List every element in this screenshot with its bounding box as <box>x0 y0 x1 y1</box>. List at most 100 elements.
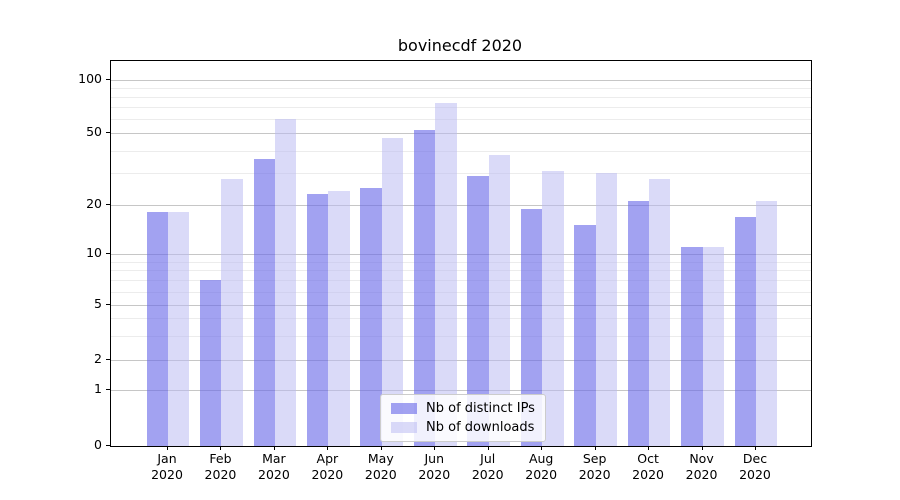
y-gridline-minor <box>111 261 811 263</box>
y-tick-mark <box>106 445 110 446</box>
x-tick-year: 2020 <box>632 467 664 482</box>
x-tick-mark <box>701 446 703 450</box>
x-tick-mark <box>541 446 543 450</box>
x-tick-year: 2020 <box>311 467 344 482</box>
bar-downloads-sep <box>595 173 618 446</box>
bar-distinct-ips-oct <box>627 201 650 446</box>
bar-downloads-apr <box>328 190 350 446</box>
bar-downloads-feb <box>221 178 243 446</box>
x-tick-mark <box>487 446 489 450</box>
x-tick-label-dec: Dec 2020 <box>724 451 786 483</box>
x-tick-label-jul: Jul 2020 <box>457 451 519 483</box>
y-tick-mark <box>106 204 110 205</box>
x-tick-month: Jul <box>480 451 496 466</box>
y-gridline-major <box>111 205 811 206</box>
y-tick-label: 0 <box>94 437 102 452</box>
bar-distinct-ips-aug <box>520 208 543 446</box>
x-tick-mark <box>220 446 222 450</box>
y-tick-mark <box>106 79 110 80</box>
chart-title: bovinecdf 2020 <box>397 36 523 55</box>
bar-distinct-ips-jul <box>467 175 489 446</box>
y-gridline-major <box>111 254 811 255</box>
y-gridline-minor <box>111 107 811 109</box>
y-tick-mark <box>106 304 110 305</box>
x-tick-label-aug: Aug 2020 <box>510 451 572 483</box>
bar-downloads-aug <box>542 170 564 446</box>
x-tick-label-mar: Mar 2020 <box>243 451 305 483</box>
y-gridline-major <box>111 390 811 391</box>
x-tick-label-jan: Jan 2020 <box>136 451 198 483</box>
x-tick-label-may: May 2020 <box>350 451 412 483</box>
y-gridline-minor <box>111 119 811 121</box>
x-tick-month: May <box>367 451 394 466</box>
legend-swatch-downloads <box>391 422 417 433</box>
y-gridline-minor <box>111 150 811 152</box>
x-tick-mark <box>648 446 650 450</box>
x-tick-mark <box>380 446 382 450</box>
bar-distinct-ips-may <box>360 187 382 446</box>
y-tick-mark <box>106 132 110 133</box>
legend-swatch-distinct-ips <box>391 403 417 414</box>
x-tick-year: 2020 <box>364 467 397 482</box>
y-tick-mark <box>106 253 110 254</box>
y-gridline-major <box>111 80 811 81</box>
bar-downloads-nov <box>702 247 724 446</box>
bar-downloads-dec <box>755 201 778 446</box>
x-tick-year: 2020 <box>204 467 237 482</box>
bar-distinct-ips-apr <box>306 194 329 446</box>
y-gridline-minor <box>111 318 811 320</box>
x-tick-year: 2020 <box>151 467 183 482</box>
x-tick-month: Dec <box>742 451 768 466</box>
x-tick-month: Sep <box>582 451 607 466</box>
y-tick-label: 2 <box>94 351 102 366</box>
x-tick-mark <box>434 446 436 450</box>
bar-downloads-may <box>381 137 404 446</box>
legend-label: Nb of downloads <box>426 420 535 435</box>
bar-distinct-ips-feb <box>200 280 222 446</box>
x-tick-mark <box>273 446 275 450</box>
y-gridline-minor <box>111 97 811 99</box>
y-gridline-minor <box>111 88 811 90</box>
x-tick-month: Apr <box>316 451 339 466</box>
y-gridline-major <box>111 360 811 361</box>
x-tick-label-feb: Feb 2020 <box>189 451 251 483</box>
y-tick-mark <box>106 389 110 390</box>
bar-distinct-ips-mar <box>253 158 275 446</box>
y-tick-label: 10 <box>86 245 102 260</box>
x-tick-label-apr: Apr 2020 <box>296 451 358 483</box>
x-tick-year: 2020 <box>685 467 718 482</box>
bar-downloads-jan <box>168 212 190 446</box>
x-tick-mark <box>754 446 756 450</box>
bar-distinct-ips-dec <box>734 216 756 446</box>
legend-entry-distinct-ips: Nb of distinct IPs <box>391 401 535 416</box>
legend-entry-downloads: Nb of downloads <box>391 420 535 435</box>
y-tick-mark <box>106 359 110 360</box>
x-tick-label-oct: Oct 2020 <box>617 451 679 483</box>
x-tick-month: Nov <box>689 451 714 466</box>
x-tick-mark <box>594 446 596 450</box>
x-tick-year: 2020 <box>471 467 504 482</box>
x-tick-year: 2020 <box>578 467 611 482</box>
bar-distinct-ips-jan <box>146 212 168 446</box>
y-tick-label: 5 <box>94 296 102 311</box>
y-tick-label: 100 <box>78 71 102 86</box>
x-tick-month: Jan <box>157 451 177 466</box>
y-tick-label: 50 <box>86 124 102 139</box>
legend: Nb of distinct IPs Nb of downloads <box>380 394 546 442</box>
bar-downloads-jul <box>488 154 511 446</box>
bar-downloads-oct <box>649 178 671 446</box>
x-tick-mark <box>327 446 329 450</box>
x-tick-year: 2020 <box>418 467 451 482</box>
x-tick-mark <box>167 446 168 450</box>
x-tick-month: Feb <box>209 451 232 466</box>
bar-downloads-mar <box>274 119 297 446</box>
x-tick-month: Aug <box>528 451 554 466</box>
plot-area: Nb of distinct IPs Nb of downloads <box>110 60 812 447</box>
y-gridline-major <box>111 305 811 306</box>
x-tick-label-jun: Jun 2020 <box>403 451 465 483</box>
x-tick-month: Jun <box>424 451 445 466</box>
x-tick-year: 2020 <box>258 467 290 482</box>
bar-distinct-ips-jun <box>413 130 436 446</box>
bar-distinct-ips-sep <box>574 225 596 446</box>
